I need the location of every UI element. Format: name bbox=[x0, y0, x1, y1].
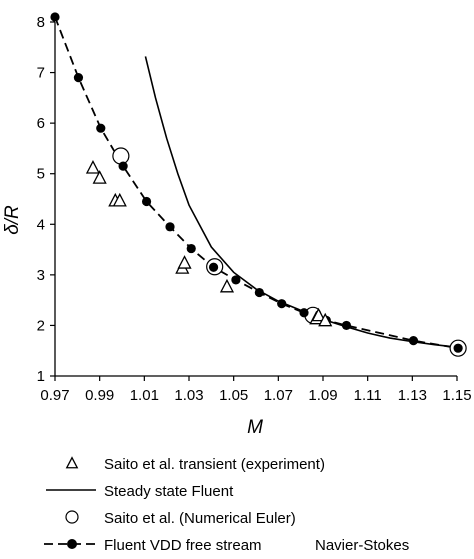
x-tick-label: 0.97 bbox=[40, 387, 69, 404]
data-point-filled-circle bbox=[118, 161, 128, 171]
data-point-triangle bbox=[112, 192, 127, 207]
data-point-filled-circle bbox=[277, 299, 287, 309]
data-point-filled-circle bbox=[73, 73, 84, 83]
series-line-vdd bbox=[54, 16, 459, 350]
data-point-filled-circle bbox=[341, 320, 352, 331]
series-line-steady-state bbox=[144, 56, 458, 348]
y-tick-label: 1 bbox=[37, 368, 45, 385]
legend-symbol-triangle bbox=[65, 456, 79, 469]
data-point-filled-circle bbox=[96, 123, 106, 133]
x-tick-label: 1.15 bbox=[442, 387, 471, 404]
legend-label-navier-stokes: Navier-Stokes bbox=[315, 537, 409, 554]
y-tick-label: 4 bbox=[37, 216, 45, 233]
x-tick-label: 1.13 bbox=[398, 387, 427, 404]
data-point-filled-circle bbox=[254, 287, 264, 298]
data-point-filled-circle bbox=[165, 222, 175, 232]
data-point-filled-circle bbox=[231, 275, 241, 285]
data-point-filled-circle bbox=[453, 343, 463, 353]
data-point-filled-circle bbox=[208, 262, 219, 272]
x-tick-label: 1.11 bbox=[354, 387, 382, 404]
data-point-triangle bbox=[92, 170, 107, 184]
y-tick-label: 7 bbox=[37, 65, 45, 82]
data-point-filled-circle bbox=[141, 196, 152, 207]
y-tick-label: 2 bbox=[37, 317, 45, 334]
series-layer bbox=[50, 12, 467, 357]
data-point-triangle bbox=[177, 255, 192, 269]
y-axis-label: δ/R bbox=[2, 205, 23, 235]
axis-labels: M δ/R bbox=[2, 205, 263, 438]
axes: 0.97 0.99 1.01 1.03 1.05 1.07 1.09 1.11 1.13 1.15… bbox=[37, 14, 472, 404]
legend-label-experiment: Saito et al. transient (experiment) bbox=[104, 456, 325, 473]
data-point-filled-circle bbox=[50, 12, 60, 22]
legend-label-steady-state: Steady state Fluent bbox=[104, 483, 234, 500]
y-tick-label: 8 bbox=[37, 14, 45, 31]
data-point-triangle bbox=[318, 312, 333, 327]
legend-symbol-filled-circle bbox=[67, 539, 77, 549]
x-tick-label: 1.01 bbox=[130, 387, 159, 404]
data-point-open-circle bbox=[112, 147, 130, 165]
legend: Saito et al. transient (experiment) Stea… bbox=[44, 456, 409, 554]
y-tick-label: 3 bbox=[37, 267, 45, 284]
data-point-filled-circle bbox=[408, 336, 419, 346]
x-axis-label: M bbox=[247, 417, 263, 438]
y-tick-label: 6 bbox=[37, 115, 45, 132]
data-point-triangle bbox=[311, 307, 326, 322]
data-point-filled-circle bbox=[299, 308, 309, 318]
x-tick-label: 1.09 bbox=[308, 387, 337, 404]
legend-symbol-open-circle bbox=[65, 510, 79, 524]
data-point-filled-circle bbox=[186, 243, 196, 254]
x-tick-label: 1.07 bbox=[264, 387, 293, 404]
x-tick-label: 1.03 bbox=[174, 387, 203, 404]
x-tick-label: 0.99 bbox=[85, 387, 114, 404]
y-tick-label: 5 bbox=[37, 166, 45, 183]
legend-label-euler: Saito et al. (Numerical Euler) bbox=[104, 510, 296, 527]
data-point-triangle bbox=[85, 160, 101, 174]
x-tick-label: 1.05 bbox=[219, 387, 248, 404]
data-point-triangle bbox=[219, 278, 235, 293]
legend-label-vdd: Fluent VDD free stream bbox=[104, 537, 262, 554]
